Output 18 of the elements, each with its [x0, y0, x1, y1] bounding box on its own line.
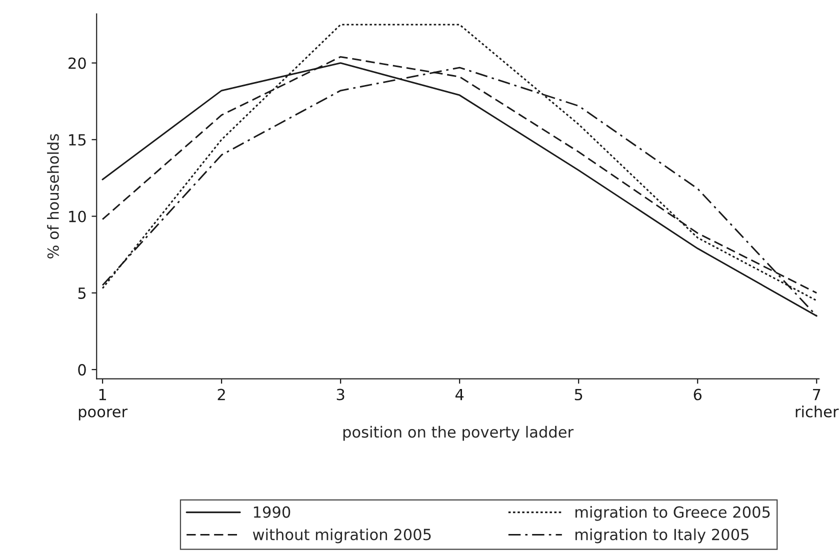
x-tick-label: 1 poorer	[78, 388, 128, 420]
x-axis-title: position on the poverty ladder	[343, 426, 574, 441]
y-tick-label: 20	[68, 57, 86, 69]
x-tick-label: 3	[336, 388, 344, 400]
y-axis-title: % of households	[47, 134, 59, 258]
y-tick-label: 5	[78, 288, 86, 299]
x-tick-label: 7 richer	[796, 388, 839, 418]
y-tick-label: 15	[69, 134, 86, 146]
legend-label: migration to Italy 2005	[576, 528, 748, 544]
x-tick-label: 4	[455, 388, 464, 400]
y-tick-label: 0	[78, 364, 86, 376]
legend-label: migration to Greece 2005	[576, 506, 770, 521]
legend-label: 1990	[254, 506, 290, 518]
x-tick-label: 5	[574, 388, 582, 400]
x-tick-label: 6	[694, 388, 702, 400]
y-tick-label: 10	[69, 210, 86, 222]
legend-label: without migration 2005	[252, 528, 431, 544]
x-tick-label: 2	[218, 388, 225, 400]
